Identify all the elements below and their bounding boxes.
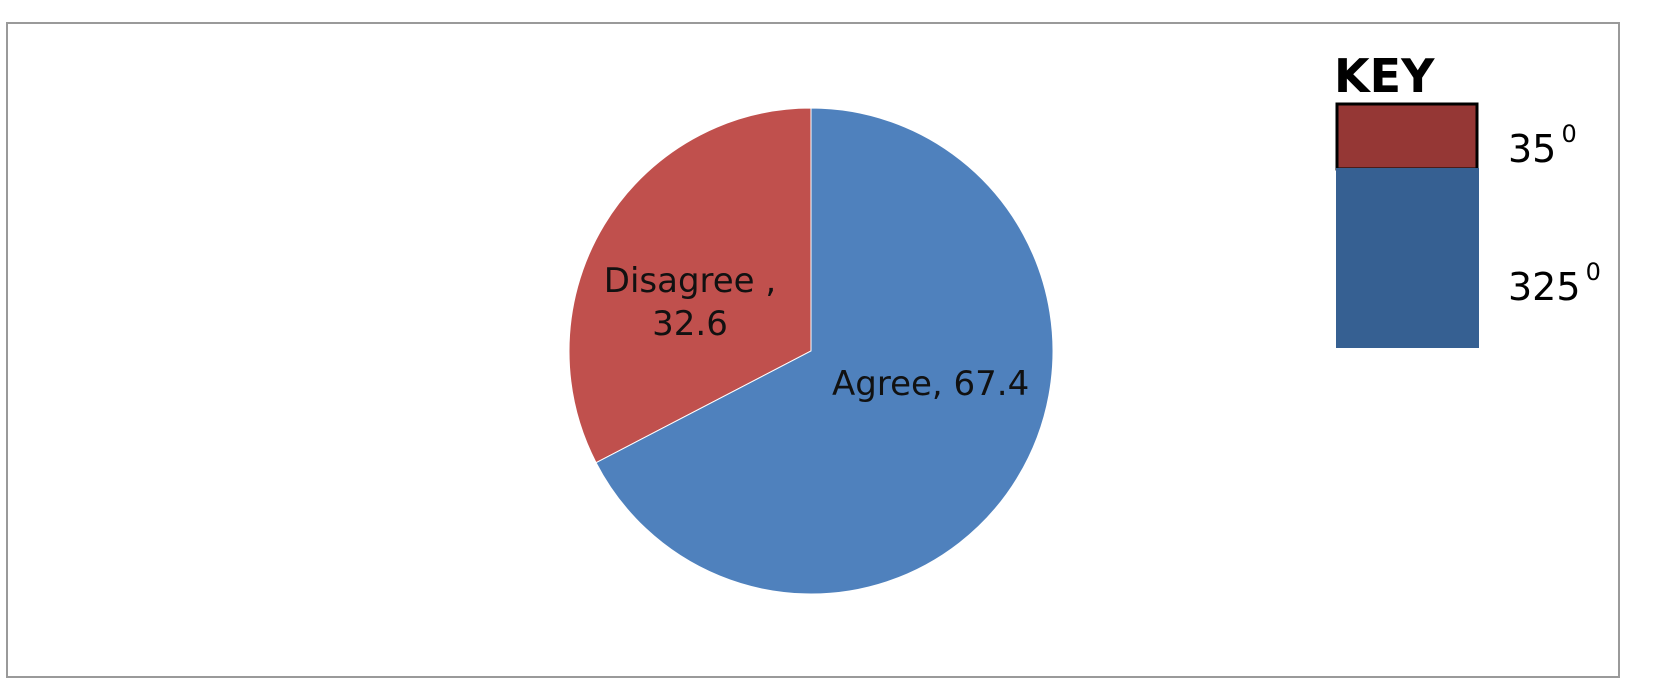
pie-slice-agree [595,107,1054,595]
key-title: KEY [1334,49,1435,103]
pie-slice-disagree [568,107,812,464]
disagree-label-value: 32.6 [652,304,728,344]
disagree-label-line1: Disagree , [604,261,776,301]
key-entry-35: 35 0 [1508,120,1577,171]
key-entry-35-value: 35 [1508,127,1556,171]
key-entry-325-value: 325 [1508,265,1581,309]
pie-slices [568,107,1054,595]
key-swatch-35 [1335,102,1479,171]
key-entry-35-superscript: 0 [1561,120,1576,148]
agree-label: Agree, 67.4 [832,364,1029,404]
key-entry-325-superscript: 0 [1586,258,1601,286]
key: KEY 35 0 325 0 [1334,49,1601,348]
key-swatch-325 [1336,168,1479,348]
key-entry-325: 325 0 [1508,258,1601,309]
